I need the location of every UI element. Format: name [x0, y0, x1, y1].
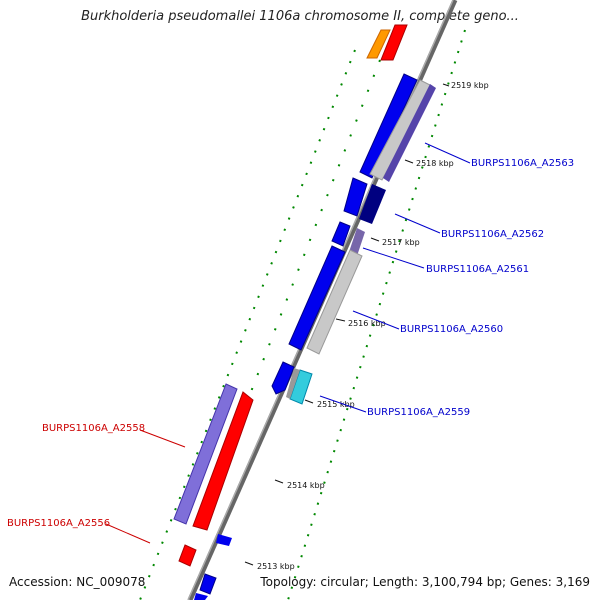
gene-bottom[interactable] [199, 573, 217, 595]
tick-label: 2513 kbp [257, 562, 295, 571]
tick-label: 2514 kbp [287, 481, 325, 490]
feature-orange[interactable] [366, 29, 391, 59]
gene-label-a2560[interactable]: BURPS1106A_A2560 [400, 324, 503, 335]
gene-label-a2561[interactable]: BURPS1106A_A2561 [426, 264, 529, 275]
gene-label-a2559[interactable]: BURPS1106A_A2559 [367, 407, 470, 418]
gene-label-a2556[interactable]: BURPS1106A_A2556 [7, 518, 110, 529]
gene-a2559[interactable] [271, 361, 295, 395]
guide-line [139, 49, 356, 600]
gene-a2558[interactable] [192, 391, 254, 531]
gene-a2562[interactable] [343, 177, 368, 217]
gene-a2562-track[interactable] [359, 184, 386, 224]
tick-2514: 2514 kbp [274, 479, 325, 490]
gene-label-a2563[interactable]: BURPS1106A_A2563 [471, 158, 574, 169]
leader-a2558 [139, 429, 186, 448]
gene-a2563[interactable] [359, 73, 418, 179]
gene-a2556[interactable] [178, 544, 197, 567]
gene-a2563-stripe [383, 84, 436, 182]
gene-small-forward[interactable] [216, 534, 232, 546]
tick-label: 2515 kbp [317, 400, 355, 409]
gene-a2559-stripe [286, 368, 300, 399]
accession-text: Accession: NC_009078 [9, 575, 146, 589]
gene-label-a2558[interactable]: BURPS1106A_A2558 [42, 423, 145, 434]
tick-2518: 2518 kbp [404, 159, 454, 168]
tick-2516: 2516 kbp [335, 318, 386, 328]
tick-label: 2516 kbp [348, 319, 386, 328]
tick-2515: 2515 kbp [304, 399, 355, 409]
tick-2513: 2513 kbp [244, 561, 295, 571]
gene-a2560-track[interactable] [306, 249, 363, 355]
tick-2517: 2517 kbp [370, 237, 420, 247]
summary-text: Topology: circular; Length: 3,100,794 bp… [260, 575, 590, 589]
gene-a2560[interactable] [288, 245, 346, 351]
tick-label: 2519 kbp [451, 81, 489, 90]
leader-a2560 [352, 310, 400, 330]
feature-red-top[interactable] [380, 24, 408, 61]
leader-a2556 [105, 523, 151, 544]
leader-a2562 [394, 213, 441, 234]
gene-a2561-track[interactable] [349, 228, 365, 256]
tick-label: 2518 kbp [416, 159, 454, 168]
leader-a2561 [362, 247, 425, 269]
gene-a2563-track[interactable] [369, 79, 433, 181]
guide-line [204, 59, 381, 511]
gene-a2559-track[interactable] [289, 369, 313, 405]
guide-line [287, 29, 466, 600]
gene-a2561[interactable] [331, 221, 351, 247]
gene-a2558-track[interactable] [173, 383, 238, 525]
leader-a2563 [424, 142, 471, 164]
tick-label: 2517 kbp [382, 238, 420, 247]
gene-label-a2562[interactable]: BURPS1106A_A2562 [441, 229, 544, 240]
map-title: Burkholderia pseudomallei 1106a chromoso… [81, 9, 519, 24]
gene-bottom-2[interactable] [194, 593, 208, 600]
tick-2519: 2519 kbp [442, 81, 489, 90]
leader-a2559 [319, 395, 367, 413]
